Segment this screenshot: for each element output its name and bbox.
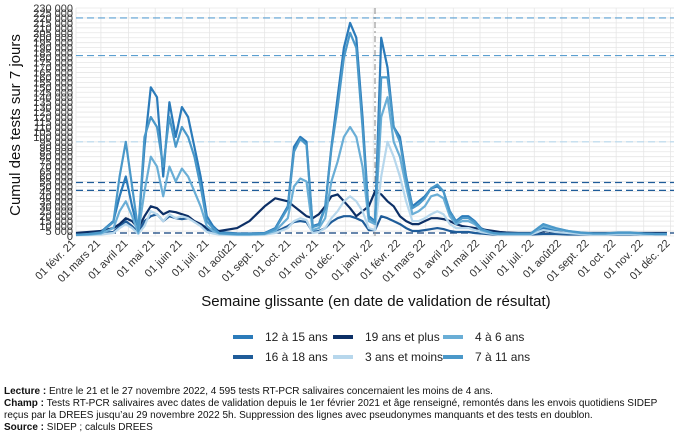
legend-item: 3 ans et moins bbox=[333, 350, 443, 364]
note-lecture: Lecture : Entre le 21 et le 27 novembre … bbox=[4, 386, 676, 398]
y-tick-label: 45 000 bbox=[39, 186, 73, 198]
legend-label: 4 à 6 ans bbox=[475, 330, 525, 344]
legend: 12 à 15 ans 16 à 18 ans 19 ans et plus 3 an… bbox=[233, 330, 553, 370]
y-tick-label: 205 000 bbox=[33, 28, 73, 40]
y-tick-label: 65 000 bbox=[39, 167, 73, 179]
y-tick-label: 150 000 bbox=[33, 82, 73, 94]
y-tick-label: 100 000 bbox=[33, 132, 73, 144]
y-tick-label: 75 000 bbox=[39, 157, 73, 169]
legend-swatch bbox=[333, 335, 353, 339]
note-source: Source : SIDEP ; calculs DREES bbox=[4, 422, 676, 434]
y-tick-label: 10 000 bbox=[39, 221, 73, 233]
legend-swatch bbox=[233, 355, 253, 359]
y-tick-label: 200 000 bbox=[33, 33, 73, 45]
legend-item: 4 à 6 ans bbox=[443, 330, 524, 344]
y-tick-label: 230 000 bbox=[33, 3, 73, 15]
y-tick-label: 95 000 bbox=[39, 137, 73, 149]
y-tick-label: 110 000 bbox=[34, 122, 73, 134]
y-tick-label: 195 000 bbox=[33, 38, 73, 50]
y-tick-label: 40 000 bbox=[39, 191, 73, 203]
y-tick-label: 0 bbox=[67, 231, 73, 243]
series-lines bbox=[75, 21, 667, 237]
y-tick-label: 85 000 bbox=[39, 147, 73, 159]
note-source-label: Source : bbox=[4, 422, 45, 433]
legend-item: 12 à 15 ans bbox=[233, 330, 328, 344]
y-tick-label: 35 000 bbox=[39, 196, 73, 208]
y-tick-label: 90 000 bbox=[39, 142, 73, 154]
y-tick-label: 210 000 bbox=[33, 23, 73, 35]
series-line-5 bbox=[75, 31, 667, 236]
y-tick-label: 60 000 bbox=[39, 172, 73, 184]
y-tick-label: 175 000 bbox=[33, 58, 73, 70]
y-tick-label: 115 000 bbox=[34, 117, 73, 129]
y-tick-label: 190 000 bbox=[33, 43, 73, 55]
y-tick-label: 155 000 bbox=[33, 77, 73, 89]
y-tick-label: 30 000 bbox=[39, 201, 73, 213]
y-tick-label: 125 000 bbox=[33, 107, 73, 119]
x-axis-title: Semaine glissante (en date de validation… bbox=[201, 293, 550, 310]
y-tick-label: 70 000 bbox=[39, 162, 73, 174]
y-tick-label: 165 000 bbox=[33, 67, 73, 79]
legend-label: 7 à 11 ans bbox=[475, 350, 531, 364]
legend-swatch bbox=[333, 355, 353, 359]
note-champ-label: Champ : bbox=[4, 398, 44, 409]
series-line-2 bbox=[75, 190, 667, 235]
legend-label: 19 ans et plus bbox=[365, 330, 440, 344]
y-tick-label: 80 000 bbox=[39, 152, 73, 164]
y-tick-label: 160 000 bbox=[33, 72, 73, 84]
y-tick-label: 25 000 bbox=[39, 206, 73, 218]
legend-item: 16 à 18 ans bbox=[233, 350, 328, 364]
y-tick-label: 20 000 bbox=[39, 211, 73, 223]
y-tick-label: 105 000 bbox=[33, 127, 73, 139]
legend-swatch bbox=[443, 335, 463, 339]
note-lecture-label: Lecture : bbox=[4, 386, 47, 397]
y-tick-label: 185 000 bbox=[33, 48, 73, 60]
legend-swatch bbox=[443, 355, 463, 359]
y-tick-label: 50 000 bbox=[39, 181, 73, 193]
y-tick-label: 55 000 bbox=[39, 176, 73, 188]
note-lecture-text: Entre le 21 et le 27 novembre 2022, 4 59… bbox=[46, 386, 493, 397]
note-champ: Champ : Tests RT-PCR salivaires avec dat… bbox=[4, 398, 676, 422]
legend-label: 3 ans et moins bbox=[365, 350, 444, 364]
y-tick-label: 225 000 bbox=[33, 8, 73, 20]
y-tick-label: 180 000 bbox=[33, 53, 73, 65]
y-tick-label: 145 000 bbox=[33, 87, 73, 99]
y-tick-label: 220 000 bbox=[33, 13, 73, 25]
y-tick-label: 215 000 bbox=[33, 18, 73, 30]
y-tick-label: 5 000 bbox=[45, 226, 73, 238]
legend-label: 12 à 15 ans bbox=[265, 330, 328, 344]
y-tick-label: 120 000 bbox=[33, 112, 73, 124]
y-tick-label: 130 000 bbox=[33, 102, 73, 114]
legend-swatch bbox=[233, 335, 253, 339]
y-tick-label: 135 000 bbox=[33, 97, 73, 109]
note-champ-text: Tests RT-PCR salivaires avec dates de va… bbox=[4, 398, 658, 421]
legend-item: 7 à 11 ans bbox=[443, 350, 530, 364]
legend-label: 16 à 18 ans bbox=[265, 350, 328, 364]
legend-item: 19 ans et plus bbox=[333, 330, 440, 344]
y-tick-label: 170 000 bbox=[33, 62, 73, 74]
notes: Lecture : Entre le 21 et le 27 novembre … bbox=[4, 386, 676, 434]
y-axis-title: Cumul des tests sur 7 jours bbox=[7, 34, 24, 216]
note-source-text: SIDEP ; calculs DREES bbox=[44, 422, 153, 433]
y-tick-label: 140 000 bbox=[33, 92, 73, 104]
y-tick-label: 15 000 bbox=[39, 216, 73, 228]
